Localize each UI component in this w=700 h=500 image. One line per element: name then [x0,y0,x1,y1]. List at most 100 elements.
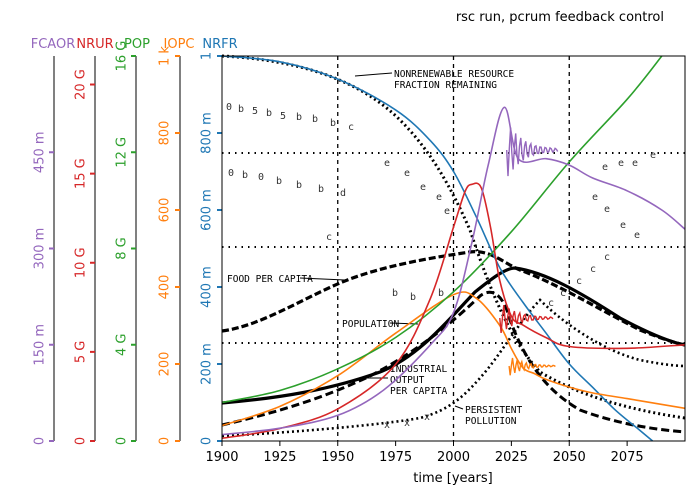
y-tick-label: 12 G [115,137,130,168]
scan-glyph: x [404,418,410,429]
x-tick-label: 1975 [379,450,412,465]
x-axis: 1900 1925 1950 1975 2000 2025 2050 2075 [205,441,644,465]
y-tick-label: 600 [158,198,173,223]
y-tick-label: 20 G [74,69,89,100]
series-pop [222,56,663,404]
fcaor-oscillation [506,127,559,177]
scan-glyph: c [604,252,610,263]
scan-glyph: b [242,170,248,181]
series-nrur [222,182,685,440]
series-line-nrur [222,182,685,440]
annotation-label: PER CAPITA [390,386,447,397]
scan-glyph: e [602,162,608,173]
y-tick-label: 15 G [74,158,89,189]
scan-glyph: e [632,158,638,169]
y-tick-label: 450 m [33,131,48,173]
y-axes: 0 150 m 300 m 450 m FCAOR 0 5 G 10 G 15 G 20 G NRU… [31,37,238,445]
scan-glyph: b [266,108,272,119]
y-tick-label: 5 G [74,341,89,363]
scan-glyph: b [330,118,336,129]
reference-grid [222,56,685,441]
ref-pollution [221,298,686,438]
scan-glyph: d [340,188,346,199]
annotation-label: FRACTION REMAINING [394,80,497,91]
annotation-label: OUTPUT [390,375,425,386]
y-tick-label: 16 G [115,41,130,72]
scan-glyph: e [604,204,610,215]
series-line-nrfr [222,56,654,441]
series-line-iopc [222,291,685,427]
x-axis-label: time [years] [413,471,492,486]
annotation-label: POLLUTION [465,416,517,427]
scan-glyph: e [420,182,426,193]
scan-glyph: c [348,122,354,133]
scan-glyph: c [326,232,332,243]
scan-glyph: b [296,112,302,123]
y-tick-label: 0 [200,437,215,445]
y-tick-label: 8 G [115,237,130,259]
y-tick-label: 0 [115,437,130,445]
scan-glyph: 0 [258,172,264,183]
series-lines [222,56,685,441]
series-nrfr [222,56,654,441]
scan-glyph: e [650,150,656,161]
scan-glyph: 5 [252,106,258,117]
x-tick-label: 2025 [495,450,528,465]
x-tick-label: 1925 [263,450,296,465]
x-tick-label: 1950 [321,450,354,465]
scan-glyph: b [438,288,444,299]
series-line-pop [222,56,663,404]
y-tick-label: 1 k [158,46,173,66]
scan-glyph: b [410,292,416,303]
ref-food-per-capita [221,250,686,347]
y-tick-label: 200 m [200,343,215,385]
annotation-label: PERSISTENT [465,405,522,416]
y-tick-label: 200 [158,352,173,377]
scan-glyph: b [238,104,244,115]
y-axis-name: NRUR [76,37,113,52]
scan-glyph: e [404,168,410,179]
scan-glyph: 0 [226,102,232,113]
annotation-label: NONRENEWABLE RESOURCE [394,69,514,80]
y-tick-label: 150 m [33,324,48,366]
y-axis-name: IOPC [164,37,195,52]
x-tick-label: 2075 [611,450,644,465]
scan-glyph: e [436,192,442,203]
iopc-oscillation [508,357,556,376]
series-fcaor [222,106,685,436]
y-tick-label: 0 [74,437,89,445]
annotation-label: FOOD PER CAPITA [227,274,313,285]
y-tick-label: 1 [200,52,215,60]
scan-glyph: x [424,412,430,423]
scan-glyph: b [392,288,398,299]
series-iopc [222,291,685,427]
scan-glyph: c [560,288,566,299]
x-tick-label: 2000 [437,450,470,465]
annotation-leader [454,405,464,410]
scan-glyph: e [618,158,624,169]
scan-glyph: b [312,114,318,125]
scan-glyph: 0 [228,168,234,179]
annotation-leader [389,322,419,325]
y-axis-name: POP [124,37,150,52]
y-tick-label: 600 m [200,189,215,231]
y-tick-label: 800 [158,121,173,146]
nrur-oscillation [499,305,554,333]
x-tick-label: 1900 [205,450,238,465]
scan-glyph: 5 [280,111,286,122]
scan-glyph: x [384,420,390,431]
scan-glyph: b [318,184,324,195]
y-tick-label: 400 [158,275,173,300]
scan-glyph: c [576,276,582,287]
scan-glyph: e [384,158,390,169]
annotation-leader [354,72,393,77]
scan-glyph: b [276,176,282,187]
y-tick-label: 800 m [200,112,215,154]
annotation-label: INDUSTRIAL [390,364,447,375]
y-tick-label: 4 G [115,334,130,356]
scan-glyph: b [296,180,302,191]
annotation-label: POPULATION [342,319,399,330]
chart-title: rsc run, pcrum feedback control [456,10,664,25]
